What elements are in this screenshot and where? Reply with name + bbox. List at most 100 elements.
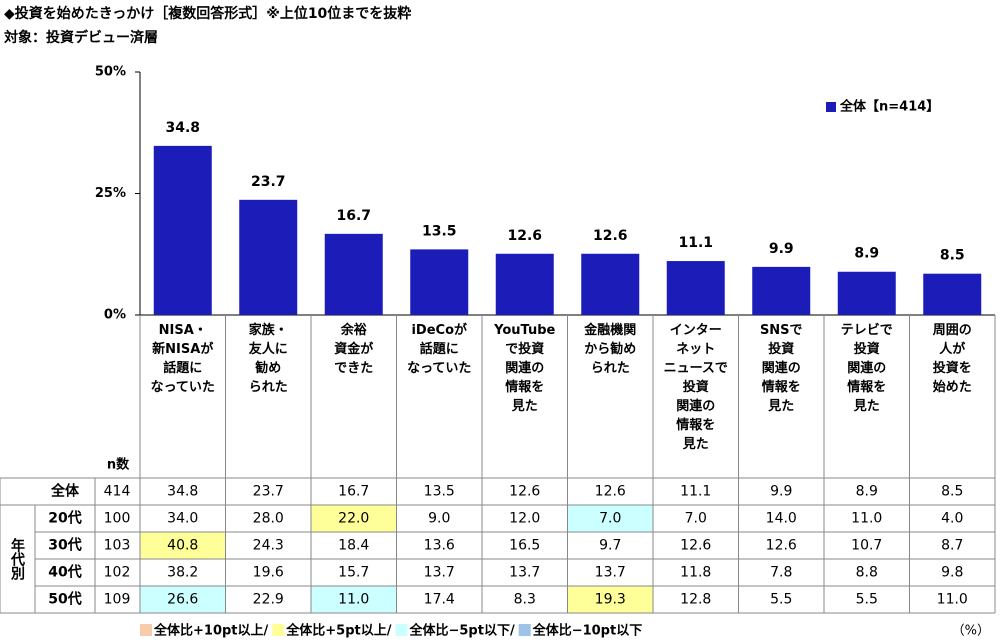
row-label: 全体 <box>50 483 80 500</box>
legend-swatch <box>826 102 836 112</box>
table-cell: 12.6 <box>680 538 711 554</box>
value-label: 8.5 <box>940 248 965 264</box>
table-cell: 8.7 <box>941 538 963 554</box>
legend-swatch <box>140 624 152 636</box>
bar <box>495 253 554 315</box>
table-cell: 12.6 <box>766 538 797 554</box>
table-cell: 14.0 <box>766 511 797 527</box>
table-cell: 4.0 <box>941 511 963 527</box>
table-cell: 8.3 <box>514 592 536 608</box>
table-cell: 11.1 <box>680 484 711 500</box>
table-cell: 13.6 <box>424 538 455 554</box>
table-cell: 12.8 <box>680 592 711 608</box>
bar <box>581 253 640 315</box>
table-cell: 7.0 <box>599 511 621 527</box>
row-label: 40代 <box>48 564 81 581</box>
x-tick-label: SNSで投資関連の情報を見た <box>760 323 803 414</box>
value-label: 12.6 <box>593 228 628 244</box>
value-label: 16.7 <box>336 208 371 224</box>
table-cell: 8.8 <box>856 565 878 581</box>
row-n: 414 <box>104 484 131 500</box>
legend-label: 全体比−5pt以下/ <box>408 623 514 639</box>
row-n: 103 <box>104 538 131 554</box>
table-cell: 38.2 <box>167 565 198 581</box>
y-tick-label: 50% <box>95 65 126 80</box>
table-cell: 5.5 <box>856 592 878 608</box>
row-label: 20代 <box>48 510 81 527</box>
bar <box>239 199 298 315</box>
cell-highlight <box>567 586 653 613</box>
table-cell: 5.5 <box>770 592 792 608</box>
table-cell: 13.7 <box>424 565 455 581</box>
table-cell: 19.3 <box>595 592 626 608</box>
row-label: 30代 <box>48 537 81 554</box>
table-cell: 7.8 <box>770 565 792 581</box>
table-cell: 10.7 <box>851 538 882 554</box>
cell-highlight <box>567 505 653 532</box>
group-label: 年代別 <box>9 537 26 581</box>
table-cell: 7.0 <box>685 511 707 527</box>
table-cell: 8.5 <box>941 484 963 500</box>
n-header: n数 <box>107 457 130 473</box>
legend-swatch <box>395 624 408 636</box>
table-cell: 12.0 <box>509 511 540 527</box>
x-tick-label: NISA・新NISAが話題になっていた <box>151 323 215 395</box>
table-cell: 9.8 <box>941 565 963 581</box>
table-cell: 26.6 <box>167 592 198 608</box>
value-label: 23.7 <box>251 174 286 190</box>
unit-label: （%） <box>952 624 990 639</box>
value-label: 12.6 <box>507 228 542 244</box>
table-cell: 28.0 <box>253 511 284 527</box>
table-cell: 11.0 <box>851 511 882 527</box>
table-cell: 9.0 <box>428 511 450 527</box>
table-cell: 34.0 <box>167 511 198 527</box>
y-tick-label: 25% <box>95 186 126 201</box>
bar <box>752 266 811 315</box>
bar <box>923 273 982 315</box>
chart-subtitle: 対象：投資デビュー済層 <box>3 29 158 46</box>
bar <box>324 233 383 315</box>
table-cell: 18.4 <box>338 538 369 554</box>
value-label: 34.8 <box>165 120 200 136</box>
x-tick-label: iDeCoが話題になっていた <box>407 322 471 376</box>
table-cell: 13.7 <box>509 565 540 581</box>
table-cell: 23.7 <box>253 484 284 500</box>
table-cell: 9.9 <box>770 484 792 500</box>
value-label: 13.5 <box>422 223 457 239</box>
x-tick-label: 金融機関から勧められた <box>583 322 636 376</box>
bar <box>153 145 212 315</box>
table-cell: 13.7 <box>595 565 626 581</box>
x-tick-label: 周囲の人が投資を始めた <box>933 323 972 395</box>
table-cell: 13.5 <box>424 484 455 500</box>
cell-highlight <box>311 586 397 613</box>
legend-swatch <box>272 624 285 636</box>
bar <box>666 261 725 315</box>
table-cell: 11.0 <box>338 592 369 608</box>
row-n: 109 <box>104 592 131 608</box>
cell-highlight <box>311 505 397 532</box>
value-label: 11.1 <box>678 235 713 251</box>
y-tick-label: 0% <box>104 308 126 323</box>
table-cell: 19.6 <box>253 565 284 581</box>
legend-label: 全体比+5pt以上/ <box>285 623 391 639</box>
table-cell: 17.4 <box>424 592 455 608</box>
legend-label: 全体比+10pt以上/ <box>153 623 269 639</box>
table-cell: 22.0 <box>338 511 369 527</box>
table-cell: 34.8 <box>167 484 198 500</box>
x-tick-label: テレビで投資関連の情報を見た <box>841 322 893 414</box>
chart-title: ◆投資を始めたきっかけ［複数回答形式］※上位10位までを抜粋 <box>4 5 411 22</box>
x-tick-label: YouTube で投資関連の情報を見た <box>493 323 555 414</box>
table-cell: 8.9 <box>856 484 878 500</box>
table-cell: 11.0 <box>937 592 968 608</box>
table-cell: 22.9 <box>253 592 284 608</box>
table-cell: 40.8 <box>167 538 198 554</box>
value-label: 9.9 <box>769 241 794 257</box>
x-tick-label: 家族・友人に勧められた <box>249 322 288 395</box>
table-cell: 9.7 <box>599 538 621 554</box>
row-n: 102 <box>104 565 131 581</box>
row-label: 50代 <box>48 591 81 608</box>
value-label: 8.9 <box>854 246 879 262</box>
table-cell: 12.6 <box>509 484 540 500</box>
cell-highlight <box>140 586 226 613</box>
